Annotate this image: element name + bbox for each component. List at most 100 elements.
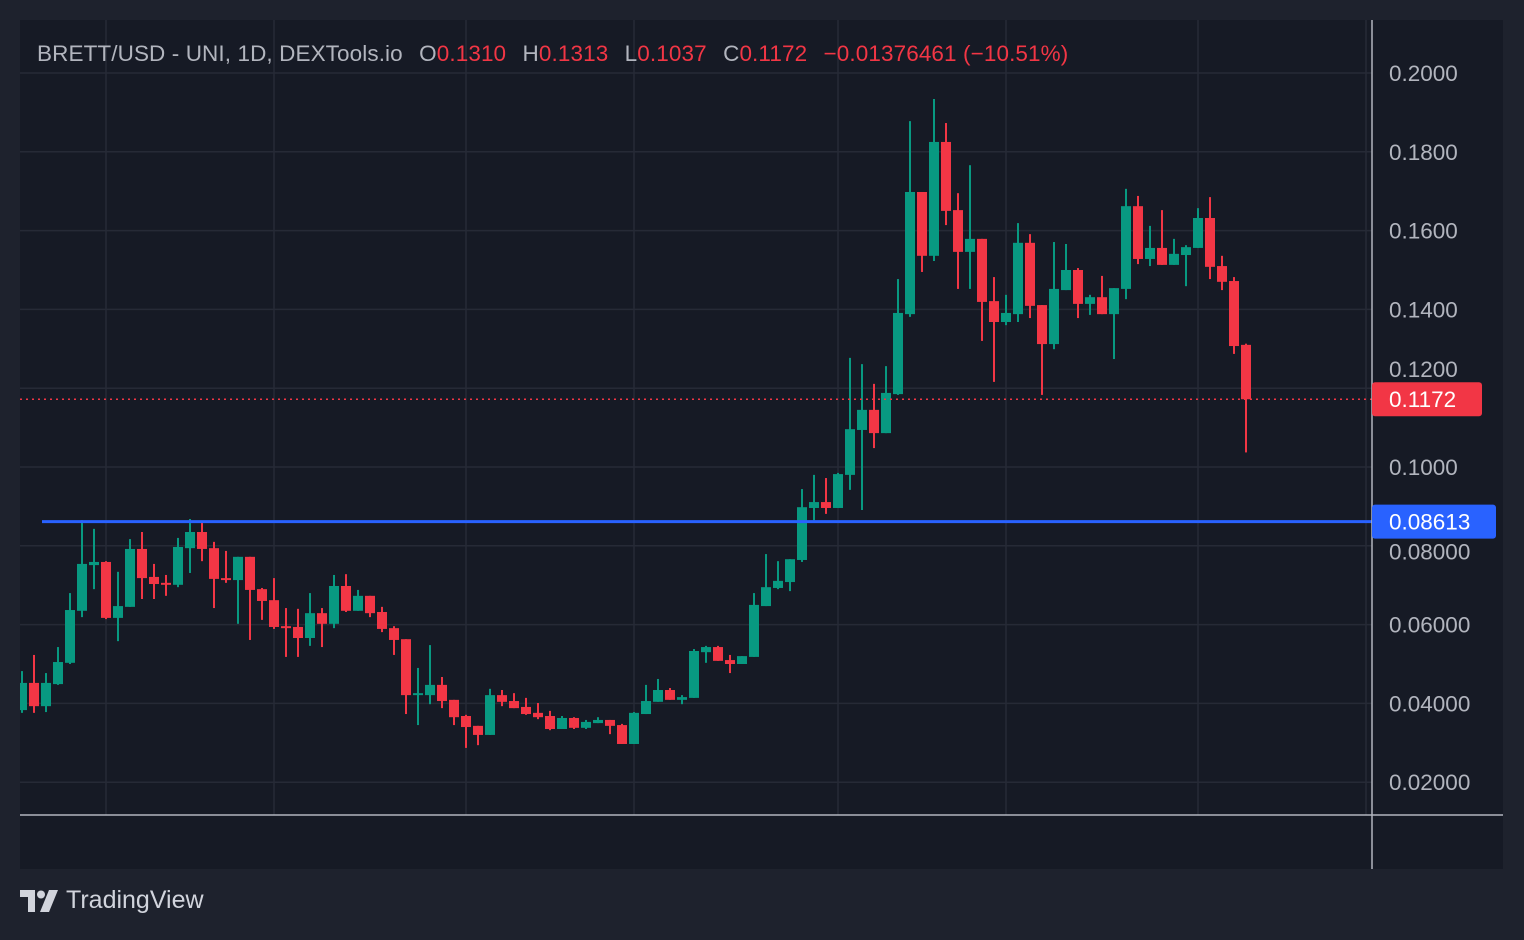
candle-body: [809, 502, 819, 508]
candle-body: [1169, 253, 1179, 265]
high-label: H: [522, 41, 539, 66]
candle-body: [377, 611, 387, 629]
candle: [209, 541, 219, 609]
candle: [749, 593, 759, 657]
candle: [437, 677, 447, 709]
close-value: 0.1172: [739, 41, 808, 66]
candle: [797, 489, 807, 562]
candle: [569, 717, 579, 730]
candle-body: [185, 532, 195, 549]
candle: [137, 532, 147, 599]
candle: [1013, 223, 1023, 323]
y-tick-label: 0.1000: [1389, 455, 1458, 480]
candle-body: [89, 561, 99, 566]
candle-body: [53, 662, 63, 685]
candle-body: [629, 712, 639, 744]
price-labels: 0.1172 0.08613: [1372, 382, 1496, 539]
candle-body: [233, 556, 243, 581]
high-value: 0.1313: [538, 41, 609, 66]
candle: [929, 99, 939, 261]
candle: [1121, 188, 1131, 300]
candle-body: [329, 585, 339, 624]
candle-body: [449, 699, 459, 718]
candle: [29, 654, 39, 713]
candle-body: [293, 626, 303, 638]
tradingview-logo[interactable]: TradingView: [20, 886, 204, 915]
candle-body: [1229, 281, 1239, 347]
y-tick-label: 0.1800: [1389, 140, 1458, 165]
candle-body: [617, 725, 627, 744]
candle: [965, 165, 975, 289]
candle: [593, 717, 603, 724]
tradingview-wordmark: TradingView: [66, 886, 204, 914]
candle: [305, 593, 315, 646]
candle-body: [389, 628, 399, 640]
candle: [149, 563, 159, 599]
candle-body: [569, 717, 579, 728]
candle-body: [665, 690, 675, 700]
candle: [173, 537, 183, 588]
candle-body: [1097, 297, 1107, 315]
candle-body: [581, 721, 591, 728]
candle: [473, 725, 483, 746]
candle: [737, 656, 747, 664]
candle: [893, 279, 903, 395]
candle: [845, 357, 855, 490]
candle-body: [1049, 288, 1059, 345]
candle-body: [1241, 344, 1251, 400]
candle-body: [773, 580, 783, 588]
candle: [905, 121, 915, 317]
candle: [545, 710, 555, 731]
candle-body: [197, 532, 207, 549]
candle: [185, 519, 195, 573]
candle: [1229, 277, 1239, 354]
candle: [665, 688, 675, 700]
last-price-label: 0.1172: [1389, 387, 1456, 412]
candle: [1025, 234, 1035, 319]
candle-body: [905, 191, 915, 315]
candle: [509, 693, 519, 709]
candle-body: [521, 706, 531, 715]
price-axis[interactable]: 0.2000 0.1800 0.1600 0.1400 0.1200 0.1000 0.08…: [1389, 61, 1470, 795]
candle: [1241, 343, 1251, 453]
candle-body: [869, 409, 879, 434]
candle: [1157, 210, 1167, 265]
candle: [257, 587, 267, 620]
candle-body: [821, 502, 831, 508]
y-tick-label: 0.1200: [1389, 357, 1458, 382]
y-tick-label: 0.06000: [1389, 613, 1470, 638]
candle-body: [881, 392, 891, 434]
candle-body: [437, 684, 447, 702]
candle: [1145, 225, 1155, 267]
candle-body: [461, 716, 471, 728]
candle-body: [725, 660, 735, 664]
candle-body: [305, 613, 315, 638]
symbol-title[interactable]: BRETT/USD - UNI, 1D, DEXTools.io: [37, 41, 403, 66]
candle-body: [545, 716, 555, 730]
candle: [989, 277, 999, 382]
candle: [761, 554, 771, 607]
candle-body: [20, 682, 27, 711]
candle: [125, 539, 135, 607]
candle-body: [593, 719, 603, 724]
candle-body: [797, 507, 807, 560]
candle: [245, 556, 255, 640]
candle-body: [77, 563, 87, 611]
candle-body: [1205, 217, 1215, 267]
candle: [413, 667, 423, 726]
candle: [809, 474, 819, 521]
candle: [629, 712, 639, 744]
candle: [41, 673, 51, 713]
candle-body: [533, 712, 543, 718]
candle: [653, 678, 663, 702]
candle: [293, 608, 303, 657]
candle: [461, 714, 471, 748]
candle: [689, 649, 699, 698]
candle-body: [857, 409, 867, 430]
y-tick-label: 0.1600: [1389, 219, 1458, 244]
candle: [605, 719, 615, 735]
candle-body: [977, 238, 987, 302]
candle-body: [281, 626, 291, 629]
candle-body: [713, 647, 723, 661]
